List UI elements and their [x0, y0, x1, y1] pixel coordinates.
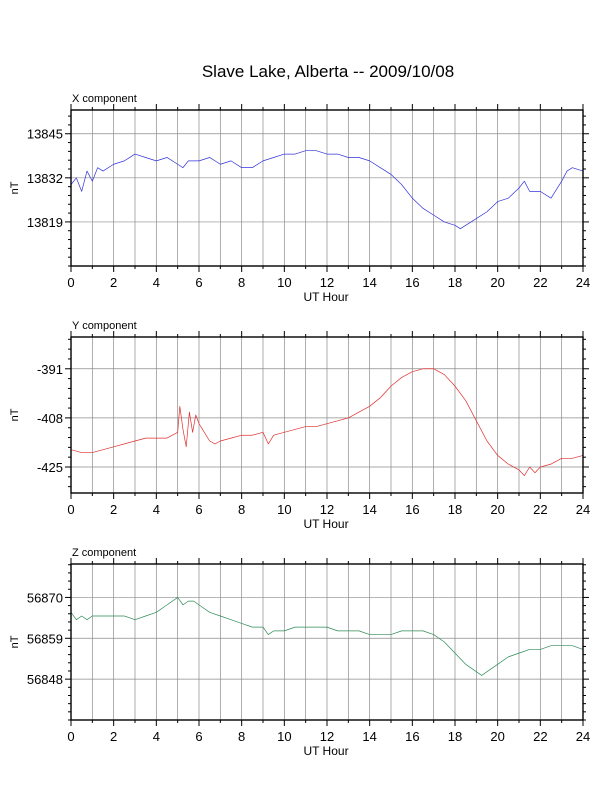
x-component-x-tick-label: 22	[533, 275, 547, 290]
z-component-x-tick-label: 10	[277, 729, 291, 744]
y-component-y-tick-label: -408	[37, 411, 63, 426]
z-component-x-tick-label: 2	[110, 729, 117, 744]
z-component-y-axis-label: nT	[9, 635, 21, 648]
y-component-x-tick-label: 12	[320, 502, 334, 517]
y-component-x-tick-label: 2	[110, 502, 117, 517]
y-component-x-tick-label: 20	[490, 502, 504, 517]
y-component-x-tick-label: 0	[67, 502, 74, 517]
x-component-y-tick-label: 13819	[27, 215, 63, 230]
z-component-x-tick-label: 18	[448, 729, 462, 744]
z-component-x-tick-label: 24	[576, 729, 590, 744]
z-component-x-axis-label: UT Hour	[303, 744, 348, 758]
y-component-y-tick-label: -391	[37, 362, 63, 377]
x-component-series-line	[70, 150, 584, 230]
z-component-x-tick-label: 8	[238, 729, 245, 744]
x-component-panel-title: X component	[72, 93, 137, 105]
z-component-series-line	[70, 597, 584, 676]
z-component-panel-title: Z component	[72, 547, 136, 559]
y-component-y-axis-label: nT	[9, 408, 21, 421]
page-title: Slave Lake, Alberta -- 2009/10/08	[202, 62, 454, 81]
y-component-series-line	[70, 368, 584, 477]
y-component-x-tick-label: 8	[238, 502, 245, 517]
y-component-x-tick-label: 24	[576, 502, 590, 517]
z-component-x-tick-label: 12	[320, 729, 334, 744]
x-component-x-axis-label: UT Hour	[303, 290, 348, 304]
x-component-x-tick-label: 24	[576, 275, 590, 290]
x-component-x-tick-label: 0	[67, 275, 74, 290]
z-component-y-tick-label: 56870	[27, 590, 63, 605]
z-component-x-tick-label: 0	[67, 729, 74, 744]
x-component-x-tick-label: 2	[110, 275, 117, 290]
y-component-x-tick-label: 18	[448, 502, 462, 517]
y-component-panel-title: Y component	[72, 320, 137, 332]
x-component-y-tick-label: 13845	[27, 127, 63, 142]
y-component-x-tick-label: 10	[277, 502, 291, 517]
x-component-x-tick-label: 14	[362, 275, 376, 290]
y-component-x-tick-label: 14	[362, 502, 376, 517]
z-component-x-tick-label: 4	[153, 729, 160, 744]
z-component-x-tick-label: 14	[362, 729, 376, 744]
z-component-y-tick-label: 56859	[27, 631, 63, 646]
x-component-x-tick-label: 12	[320, 275, 334, 290]
y-component-y-tick-label: -425	[37, 460, 63, 475]
x-component-y-tick-label: 13832	[27, 171, 63, 186]
x-component-x-tick-label: 10	[277, 275, 291, 290]
y-component-x-tick-label: 22	[533, 502, 547, 517]
z-component-y-tick-label: 56848	[27, 672, 63, 687]
x-component-y-axis-label: nT	[9, 181, 21, 194]
y-component-x-tick-label: 16	[405, 502, 419, 517]
x-component-x-tick-label: 16	[405, 275, 419, 290]
z-component-x-tick-label: 16	[405, 729, 419, 744]
x-component-x-tick-label: 18	[448, 275, 462, 290]
z-component-x-tick-label: 22	[533, 729, 547, 744]
x-component-x-tick-label: 6	[195, 275, 202, 290]
y-component-x-tick-label: 4	[153, 502, 160, 517]
x-component-x-tick-label: 8	[238, 275, 245, 290]
x-component-x-tick-label: 20	[490, 275, 504, 290]
z-component-x-tick-label: 6	[195, 729, 202, 744]
z-component-x-tick-label: 20	[490, 729, 504, 744]
y-component-x-axis-label: UT Hour	[303, 517, 348, 531]
y-component-x-tick-label: 6	[195, 502, 202, 517]
x-component-x-tick-label: 4	[153, 275, 160, 290]
